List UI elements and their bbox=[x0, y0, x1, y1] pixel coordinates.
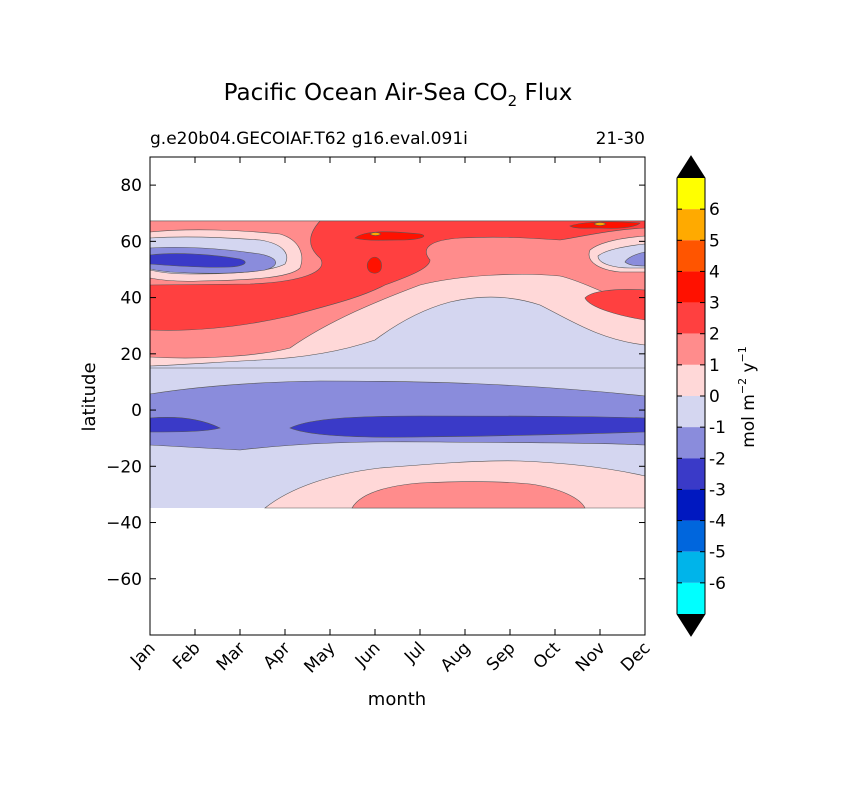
colorbar-tick-label: 1 bbox=[709, 356, 720, 376]
y-tick-label: −40 bbox=[106, 514, 142, 534]
y-tick-label: 20 bbox=[120, 345, 142, 365]
colorbar-label-exp2: −1 bbox=[736, 346, 749, 362]
y-tick-label: 60 bbox=[120, 232, 142, 252]
chart-title: Pacific Ocean Air-Sea CO2 Flux bbox=[224, 80, 573, 110]
contour-1-2-south bbox=[351, 481, 586, 509]
colorbar-extend-bottom bbox=[677, 614, 705, 636]
colorbar-segment bbox=[677, 333, 705, 365]
x-axis-label: month bbox=[368, 689, 426, 710]
x-tick-label: Sep bbox=[483, 638, 520, 675]
colorbar-segment bbox=[677, 240, 705, 272]
colorbar-label-main: mol m bbox=[739, 394, 759, 448]
colorbar-tick-label: -1 bbox=[709, 418, 726, 438]
chart-title-tail: Flux bbox=[525, 80, 573, 106]
x-tick-label: Jun bbox=[351, 638, 385, 672]
colorbar-outline bbox=[676, 155, 706, 637]
x-tick-label: Apr bbox=[260, 638, 295, 673]
contour-3-4-jun-small bbox=[366, 256, 382, 274]
colorbar-segment bbox=[677, 582, 705, 614]
colorbar-segment bbox=[677, 551, 705, 583]
colorbar-segment bbox=[677, 396, 705, 428]
x-tick-label: Feb bbox=[169, 638, 204, 673]
y-tick-label: 0 bbox=[131, 401, 142, 421]
colorbar-label-exp1: −2 bbox=[736, 378, 749, 394]
colorbar-segment bbox=[677, 209, 705, 241]
y-tick-label: −60 bbox=[106, 570, 142, 590]
x-tick-label: Mar bbox=[213, 638, 250, 675]
colorbar-segment bbox=[677, 302, 705, 334]
contour-3-4-nov bbox=[569, 221, 641, 229]
colorbar-extend-top bbox=[677, 156, 705, 178]
chart-title-main: Pacific Ocean Air-Sea CO bbox=[224, 80, 508, 106]
colorbar-label: mol m−2 y−1 bbox=[736, 346, 759, 448]
colorbar: 6 5 4 3 2 1 0 -1 -2 -3 -4 -5 -6 bbox=[676, 155, 726, 637]
contour-neg3-neg2-central bbox=[289, 415, 645, 438]
contour-neg2-neg1-north-east bbox=[624, 251, 645, 267]
chart-title-subscript: 2 bbox=[508, 92, 518, 110]
colorbar-segment bbox=[677, 364, 705, 396]
plot-frame bbox=[149, 156, 646, 636]
y-tick-label: 40 bbox=[120, 289, 142, 309]
contour-4-5-nov bbox=[593, 222, 607, 226]
contour-neg3-neg2-west bbox=[150, 417, 221, 433]
x-tick-label: Jan bbox=[126, 638, 159, 671]
y-tick-label: 80 bbox=[120, 176, 142, 196]
colorbar-tick-label: -3 bbox=[709, 480, 726, 500]
x-tick-label: Aug bbox=[437, 638, 475, 676]
colorbar-tick-label: -6 bbox=[709, 574, 726, 594]
x-tick-label: May bbox=[301, 638, 340, 677]
colorbar-tick-label: 2 bbox=[709, 325, 720, 345]
colorbar-segment bbox=[677, 271, 705, 303]
x-tick-label: Nov bbox=[572, 638, 610, 676]
subtitle-right: 21-30 bbox=[596, 129, 645, 149]
colorbar-segment bbox=[677, 520, 705, 552]
y-tick-label: −20 bbox=[106, 457, 142, 477]
contour-fill bbox=[150, 220, 645, 509]
contour-neg2-neg1-tropical bbox=[150, 380, 645, 451]
x-tick-label: Jul bbox=[400, 638, 429, 667]
x-tick-label: Oct bbox=[530, 638, 565, 673]
colorbar-segment bbox=[677, 458, 705, 490]
contour-2-3-north bbox=[150, 220, 645, 331]
colorbar-tick-label: 3 bbox=[709, 294, 720, 314]
colorbar-label-mid: y bbox=[739, 362, 759, 377]
colorbar-tick-label: -2 bbox=[709, 449, 726, 469]
colorbar-tick-label: -4 bbox=[709, 512, 726, 532]
colorbar-tick-label: 0 bbox=[709, 387, 720, 407]
y-axis: 80 60 40 20 0 −20 −40 −60 bbox=[106, 176, 645, 590]
contour-4-5-jun bbox=[369, 232, 382, 236]
colorbar-tick-label: -5 bbox=[709, 543, 726, 563]
x-tick-label: Dec bbox=[617, 638, 654, 675]
colorbar-segment bbox=[677, 489, 705, 521]
colorbar-segment bbox=[677, 178, 705, 210]
plot-area bbox=[150, 157, 645, 635]
colorbar-tick-label: 5 bbox=[709, 231, 720, 251]
contour-2-3-east bbox=[584, 289, 645, 321]
colorbar-tick-label: 4 bbox=[709, 262, 720, 282]
subtitle-left: g.e20b04.GECOIAF.T62 g16.eval.091i bbox=[150, 129, 468, 149]
colorbar-tick-label: 6 bbox=[709, 200, 720, 220]
y-axis-label: latitude bbox=[79, 362, 100, 431]
colorbar-segment bbox=[677, 427, 705, 459]
contour-neg3-neg2-north-west bbox=[150, 253, 246, 268]
contour-neg1-0-central bbox=[150, 296, 645, 369]
